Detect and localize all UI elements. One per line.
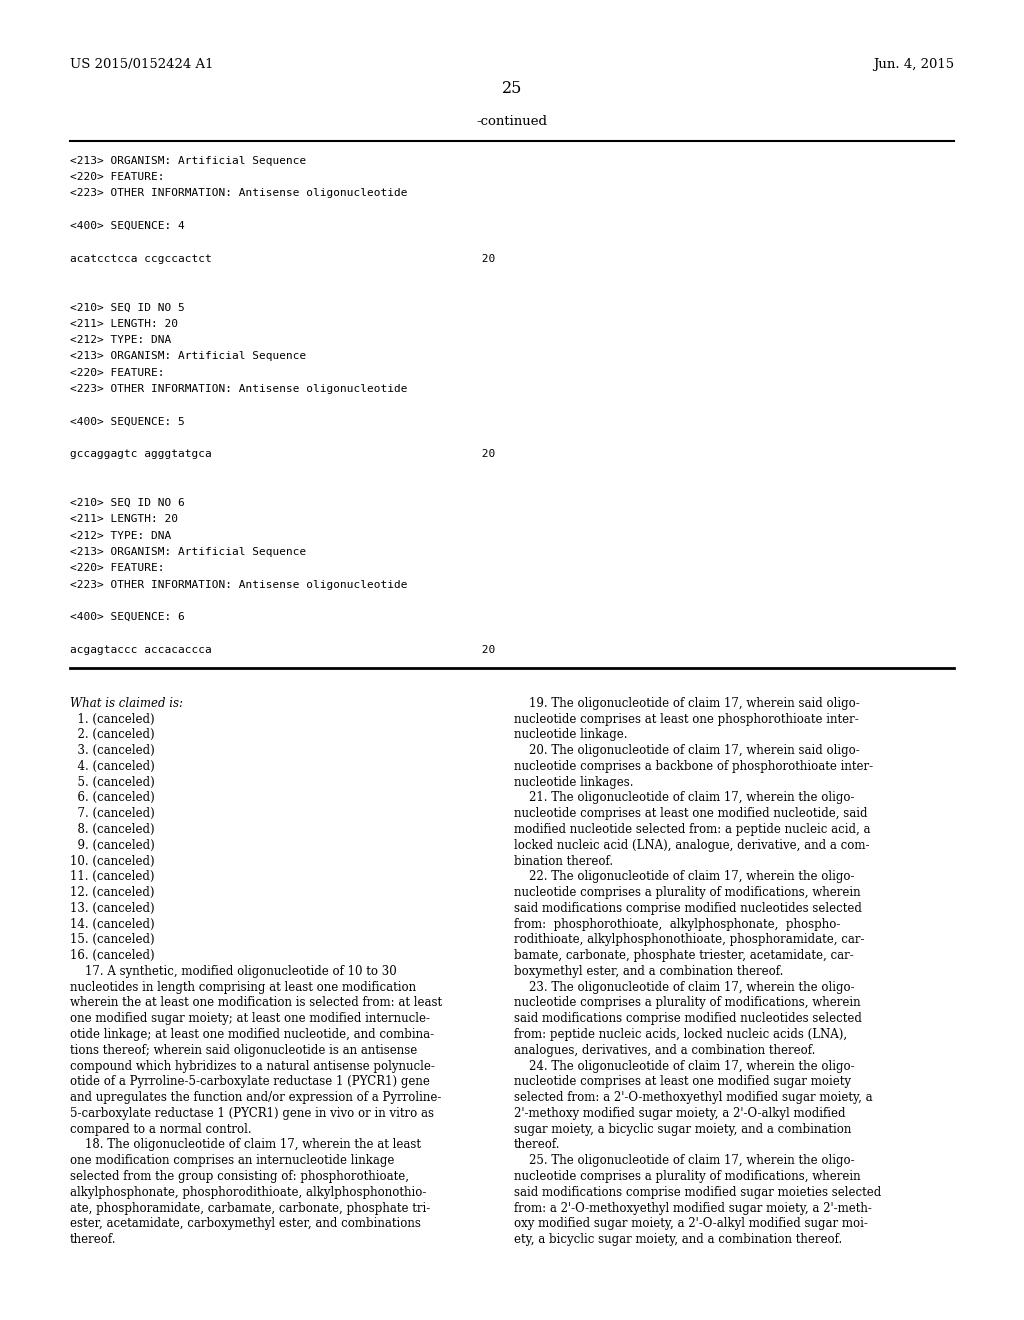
Text: <223> OTHER INFORMATION: Antisense oligonucleotide: <223> OTHER INFORMATION: Antisense oligo… [70, 384, 408, 393]
Text: <211> LENGTH: 20: <211> LENGTH: 20 [70, 319, 177, 329]
Text: nucleotide comprises a backbone of phosphorothioate inter-: nucleotide comprises a backbone of phosp… [514, 760, 873, 772]
Text: <400> SEQUENCE: 5: <400> SEQUENCE: 5 [70, 417, 184, 426]
Text: nucleotides in length comprising at least one modification: nucleotides in length comprising at leas… [70, 981, 416, 994]
Text: locked nucleic acid (LNA), analogue, derivative, and a com-: locked nucleic acid (LNA), analogue, der… [514, 838, 869, 851]
Text: 8. (canceled): 8. (canceled) [70, 822, 155, 836]
Text: <212> TYPE: DNA: <212> TYPE: DNA [70, 531, 171, 541]
Text: <210> SEQ ID NO 6: <210> SEQ ID NO 6 [70, 498, 184, 508]
Text: <223> OTHER INFORMATION: Antisense oligonucleotide: <223> OTHER INFORMATION: Antisense oligo… [70, 189, 408, 198]
Text: 17. A synthetic, modified oligonucleotide of 10 to 30: 17. A synthetic, modified oligonucleotid… [70, 965, 396, 978]
Text: boxymethyl ester, and a combination thereof.: boxymethyl ester, and a combination ther… [514, 965, 783, 978]
Text: nucleotide comprises at least one modified nucleotide, said: nucleotide comprises at least one modifi… [514, 808, 867, 820]
Text: 19. The oligonucleotide of claim 17, wherein said oligo-: 19. The oligonucleotide of claim 17, whe… [514, 697, 860, 710]
Text: <212> TYPE: DNA: <212> TYPE: DNA [70, 335, 171, 345]
Text: 25. The oligonucleotide of claim 17, wherein the oligo-: 25. The oligonucleotide of claim 17, whe… [514, 1154, 855, 1167]
Text: compound which hybridizes to a natural antisense polynucle-: compound which hybridizes to a natural a… [70, 1060, 434, 1073]
Text: alkylphosphonate, phosphorodithioate, alkylphosphonothio-: alkylphosphonate, phosphorodithioate, al… [70, 1185, 426, 1199]
Text: from: peptide nucleic acids, locked nucleic acids (LNA),: from: peptide nucleic acids, locked nucl… [514, 1028, 847, 1041]
Text: 18. The oligonucleotide of claim 17, wherein the at least: 18. The oligonucleotide of claim 17, whe… [70, 1138, 421, 1151]
Text: 23. The oligonucleotide of claim 17, wherein the oligo-: 23. The oligonucleotide of claim 17, whe… [514, 981, 855, 994]
Text: said modifications comprise modified sugar moieties selected: said modifications comprise modified sug… [514, 1185, 882, 1199]
Text: bination thereof.: bination thereof. [514, 854, 613, 867]
Text: 5. (canceled): 5. (canceled) [70, 776, 155, 788]
Text: selected from the group consisting of: phosphorothioate,: selected from the group consisting of: p… [70, 1170, 409, 1183]
Text: and upregulates the function and/or expression of a Pyrroline-: and upregulates the function and/or expr… [70, 1092, 441, 1104]
Text: <400> SEQUENCE: 4: <400> SEQUENCE: 4 [70, 220, 184, 231]
Text: 24. The oligonucleotide of claim 17, wherein the oligo-: 24. The oligonucleotide of claim 17, whe… [514, 1060, 855, 1073]
Text: ate, phosphoramidate, carbamate, carbonate, phosphate tri-: ate, phosphoramidate, carbamate, carbona… [70, 1201, 430, 1214]
Text: nucleotide comprises a plurality of modifications, wherein: nucleotide comprises a plurality of modi… [514, 886, 861, 899]
Text: 20. The oligonucleotide of claim 17, wherein said oligo-: 20. The oligonucleotide of claim 17, whe… [514, 744, 860, 758]
Text: Jun. 4, 2015: Jun. 4, 2015 [873, 58, 954, 71]
Text: rodithioate, alkylphosphonothioate, phosphoramidate, car-: rodithioate, alkylphosphonothioate, phos… [514, 933, 864, 946]
Text: <220> FEATURE:: <220> FEATURE: [70, 564, 164, 573]
Text: 1. (canceled): 1. (canceled) [70, 713, 155, 726]
Text: <400> SEQUENCE: 6: <400> SEQUENCE: 6 [70, 612, 184, 622]
Text: thereof.: thereof. [70, 1233, 116, 1246]
Text: 11. (canceled): 11. (canceled) [70, 870, 155, 883]
Text: 6. (canceled): 6. (canceled) [70, 792, 155, 804]
Text: gccaggagtc agggtatgca                                        20: gccaggagtc agggtatgca 20 [70, 449, 495, 459]
Text: from:  phosphorothioate,  alkylphosphonate,  phospho-: from: phosphorothioate, alkylphosphonate… [514, 917, 841, 931]
Text: acgagtaccc accacaccca                                        20: acgagtaccc accacaccca 20 [70, 644, 495, 655]
Text: from: a 2'-O-methoxyethyl modified sugar moiety, a 2'-meth-: from: a 2'-O-methoxyethyl modified sugar… [514, 1201, 871, 1214]
Text: US 2015/0152424 A1: US 2015/0152424 A1 [70, 58, 213, 71]
Text: tions thereof; wherein said oligonucleotide is an antisense: tions thereof; wherein said oligonucleot… [70, 1044, 417, 1057]
Text: selected from: a 2'-O-methoxyethyl modified sugar moiety, a: selected from: a 2'-O-methoxyethyl modif… [514, 1092, 872, 1104]
Text: <213> ORGANISM: Artificial Sequence: <213> ORGANISM: Artificial Sequence [70, 351, 306, 362]
Text: one modification comprises an internucleotide linkage: one modification comprises an internucle… [70, 1154, 394, 1167]
Text: <220> FEATURE:: <220> FEATURE: [70, 172, 164, 182]
Text: analogues, derivatives, and a combination thereof.: analogues, derivatives, and a combinatio… [514, 1044, 815, 1057]
Text: oxy modified sugar moiety, a 2'-O-alkyl modified sugar moi-: oxy modified sugar moiety, a 2'-O-alkyl … [514, 1217, 868, 1230]
Text: sugar moiety, a bicyclic sugar moiety, and a combination: sugar moiety, a bicyclic sugar moiety, a… [514, 1123, 851, 1135]
Text: nucleotide linkage.: nucleotide linkage. [514, 729, 628, 742]
Text: 2'-methoxy modified sugar moiety, a 2'-O-alkyl modified: 2'-methoxy modified sugar moiety, a 2'-O… [514, 1107, 846, 1119]
Text: nucleotide comprises a plurality of modifications, wherein: nucleotide comprises a plurality of modi… [514, 997, 861, 1010]
Text: <223> OTHER INFORMATION: Antisense oligonucleotide: <223> OTHER INFORMATION: Antisense oligo… [70, 579, 408, 590]
Text: ety, a bicyclic sugar moiety, and a combination thereof.: ety, a bicyclic sugar moiety, and a comb… [514, 1233, 843, 1246]
Text: wherein the at least one modification is selected from: at least: wherein the at least one modification is… [70, 997, 441, 1010]
Text: ester, acetamidate, carboxymethyl ester, and combinations: ester, acetamidate, carboxymethyl ester,… [70, 1217, 421, 1230]
Text: said modifications comprise modified nucleotides selected: said modifications comprise modified nuc… [514, 1012, 862, 1026]
Text: 2. (canceled): 2. (canceled) [70, 729, 155, 742]
Text: 12. (canceled): 12. (canceled) [70, 886, 155, 899]
Text: nucleotide comprises a plurality of modifications, wherein: nucleotide comprises a plurality of modi… [514, 1170, 861, 1183]
Text: said modifications comprise modified nucleotides selected: said modifications comprise modified nuc… [514, 902, 862, 915]
Text: 14. (canceled): 14. (canceled) [70, 917, 155, 931]
Text: 16. (canceled): 16. (canceled) [70, 949, 155, 962]
Text: nucleotide linkages.: nucleotide linkages. [514, 776, 634, 788]
Text: nucleotide comprises at least one phosphorothioate inter-: nucleotide comprises at least one phosph… [514, 713, 859, 726]
Text: <210> SEQ ID NO 5: <210> SEQ ID NO 5 [70, 302, 184, 313]
Text: <213> ORGANISM: Artificial Sequence: <213> ORGANISM: Artificial Sequence [70, 156, 306, 166]
Text: otide linkage; at least one modified nucleotide, and combina-: otide linkage; at least one modified nuc… [70, 1028, 434, 1041]
Text: <211> LENGTH: 20: <211> LENGTH: 20 [70, 515, 177, 524]
Text: nucleotide comprises at least one modified sugar moiety: nucleotide comprises at least one modifi… [514, 1076, 851, 1088]
Text: 21. The oligonucleotide of claim 17, wherein the oligo-: 21. The oligonucleotide of claim 17, whe… [514, 792, 855, 804]
Text: compared to a normal control.: compared to a normal control. [70, 1123, 251, 1135]
Text: 5-carboxylate reductase 1 (PYCR1) gene in vivo or in vitro as: 5-carboxylate reductase 1 (PYCR1) gene i… [70, 1107, 433, 1119]
Text: thereof.: thereof. [514, 1138, 560, 1151]
Text: modified nucleotide selected from: a peptide nucleic acid, a: modified nucleotide selected from: a pep… [514, 822, 870, 836]
Text: <220> FEATURE:: <220> FEATURE: [70, 368, 164, 378]
Text: 9. (canceled): 9. (canceled) [70, 838, 155, 851]
Text: -continued: -continued [476, 115, 548, 128]
Text: 13. (canceled): 13. (canceled) [70, 902, 155, 915]
Text: 7. (canceled): 7. (canceled) [70, 808, 155, 820]
Text: 3. (canceled): 3. (canceled) [70, 744, 155, 758]
Text: What is claimed is:: What is claimed is: [70, 697, 182, 710]
Text: otide of a Pyrroline-5-carboxylate reductase 1 (PYCR1) gene: otide of a Pyrroline-5-carboxylate reduc… [70, 1076, 429, 1088]
Text: bamate, carbonate, phosphate triester, acetamidate, car-: bamate, carbonate, phosphate triester, a… [514, 949, 854, 962]
Text: acatcctcca ccgccactct                                        20: acatcctcca ccgccactct 20 [70, 253, 495, 264]
Text: 22. The oligonucleotide of claim 17, wherein the oligo-: 22. The oligonucleotide of claim 17, whe… [514, 870, 855, 883]
Text: one modified sugar moiety; at least one modified internucle-: one modified sugar moiety; at least one … [70, 1012, 430, 1026]
Text: 15. (canceled): 15. (canceled) [70, 933, 155, 946]
Text: <213> ORGANISM: Artificial Sequence: <213> ORGANISM: Artificial Sequence [70, 546, 306, 557]
Text: 25: 25 [502, 81, 522, 96]
Text: 10. (canceled): 10. (canceled) [70, 854, 155, 867]
Text: 4. (canceled): 4. (canceled) [70, 760, 155, 772]
